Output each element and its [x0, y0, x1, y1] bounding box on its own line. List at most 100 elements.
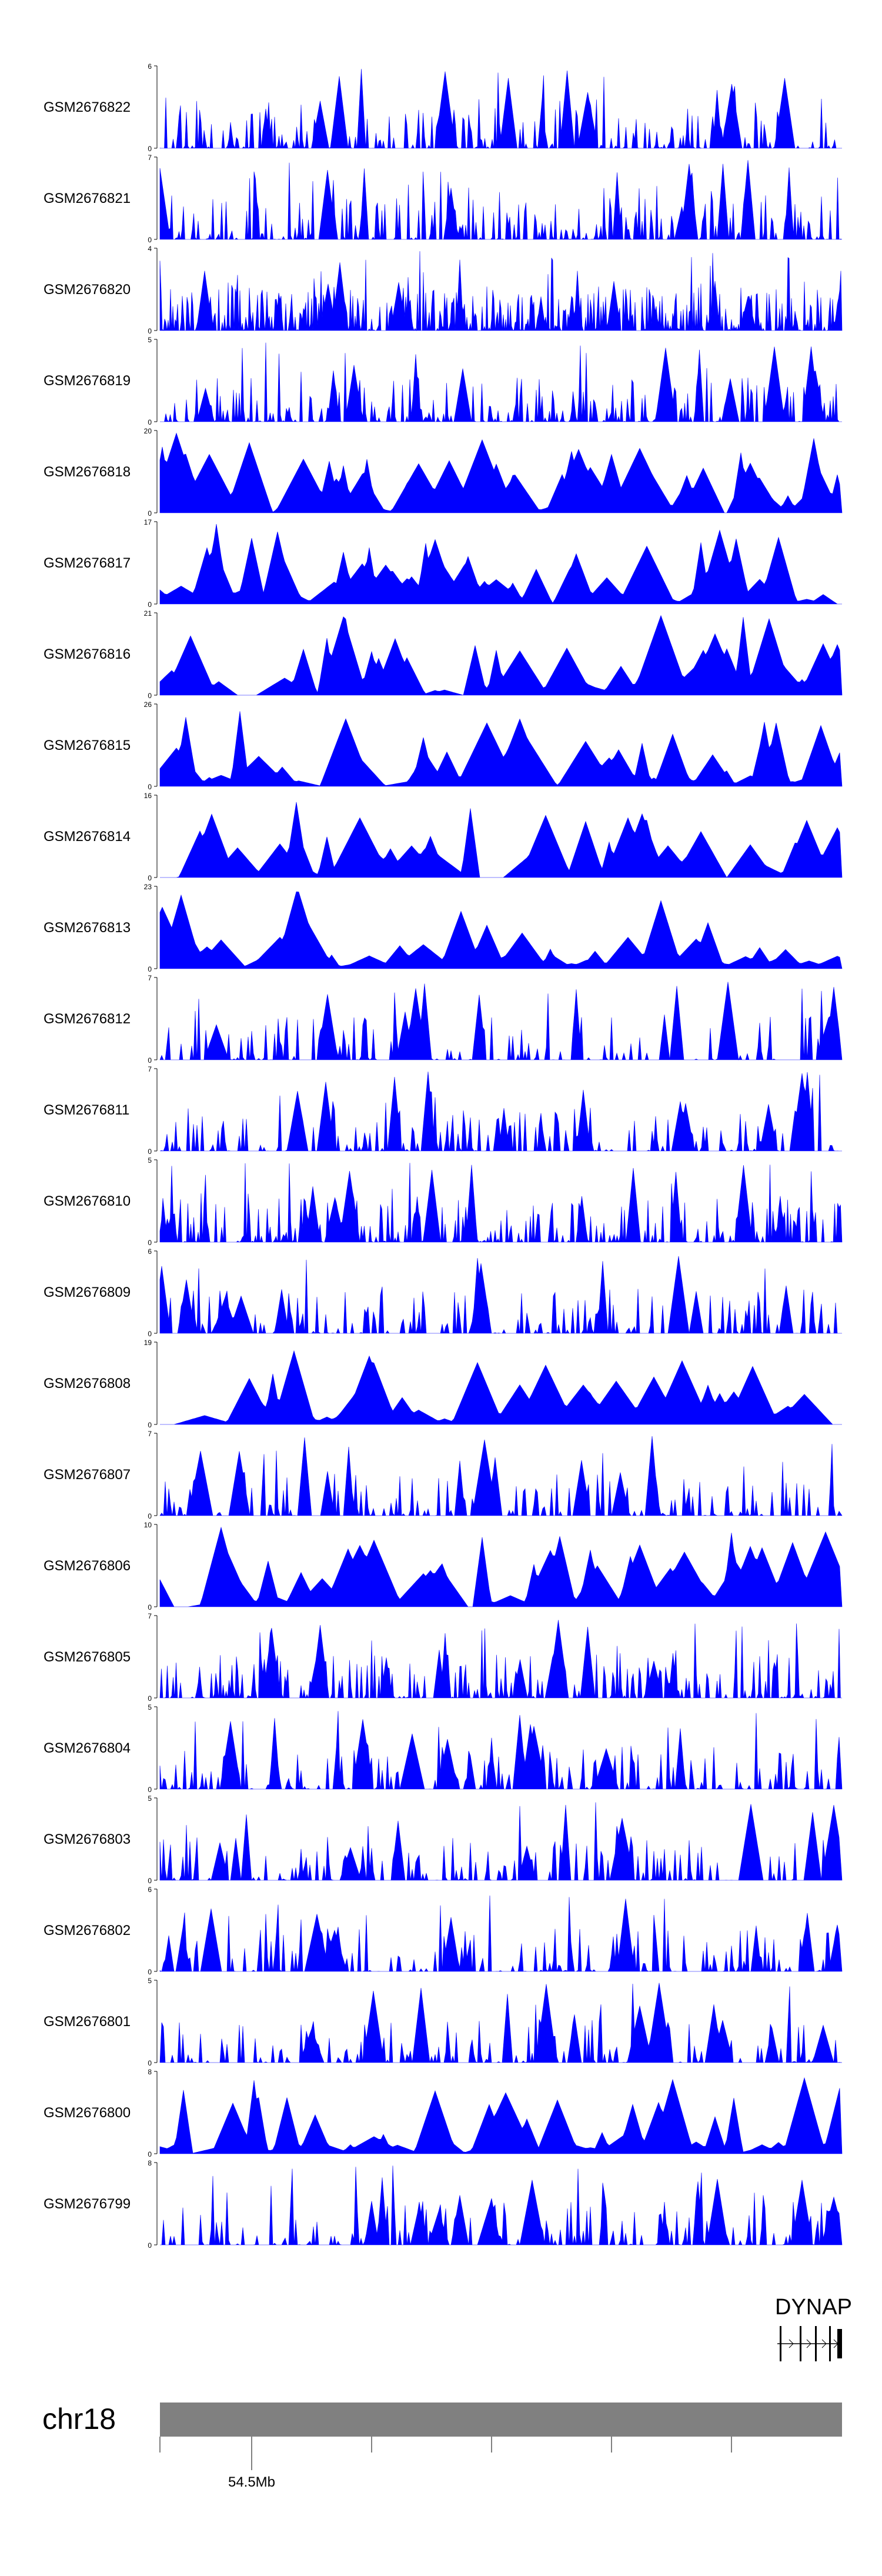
track-label: GSM2676815	[44, 738, 131, 753]
strand-arrow	[821, 2339, 827, 2348]
gene-exon	[837, 2329, 842, 2358]
track-GSM2676809: GSM2676809 6 0	[44, 1247, 842, 1338]
y-min-label: 0	[148, 145, 152, 153]
y-max-label: 7	[148, 154, 152, 162]
track-label: GSM2676819	[44, 373, 131, 389]
track-GSM2676817: GSM2676817 17 0	[44, 518, 842, 609]
y-min-label: 0	[148, 509, 152, 518]
y-max-label: 8	[148, 2159, 152, 2167]
y-min-label: 0	[148, 1694, 152, 1703]
coverage-signal	[159, 1163, 843, 1243]
gene-model	[777, 2326, 842, 2361]
track-GSM2676813: GSM2676813 23 0	[44, 883, 843, 973]
y-min-label: 0	[148, 2241, 152, 2250]
y-min-label: 0	[148, 1877, 152, 1885]
y-max-label: 23	[144, 883, 152, 891]
coverage-signal	[160, 802, 843, 878]
coverage-signal	[160, 342, 842, 423]
gene-exon	[815, 2326, 817, 2361]
track-GSM2676802: GSM2676802 6 0	[44, 1886, 843, 1976]
coverage-signal	[159, 1802, 843, 1881]
track-GSM2676816: GSM2676816 21 0	[44, 609, 843, 700]
track-GSM2676819: GSM2676819 5 0	[44, 336, 842, 426]
y-max-label: 21	[144, 609, 152, 618]
y-max-label: 17	[144, 518, 152, 526]
track-label: GSM2676807	[44, 1467, 131, 1483]
track-label: GSM2676799	[44, 2196, 131, 2212]
y-max-label: 8	[148, 2068, 152, 2076]
coverage-signal	[159, 432, 843, 513]
y-max-label: 7	[148, 1612, 152, 1620]
gene-exon	[829, 2326, 831, 2361]
y-min-label: 0	[148, 1056, 152, 1065]
y-min-label: 0	[148, 1786, 152, 1794]
y-max-label: 16	[144, 792, 152, 800]
y-min-label: 0	[148, 600, 152, 609]
track-label: GSM2676803	[44, 1831, 131, 1847]
coverage-signal	[159, 982, 843, 1061]
y-max-label: 5	[148, 1156, 152, 1164]
ruler-tick-label: 54.5Mb	[228, 2474, 275, 2490]
track-GSM2676803: GSM2676803 5 0	[44, 1794, 843, 1885]
coverage-signal	[159, 251, 843, 332]
gene-exon	[780, 2326, 781, 2361]
y-max-label: 19	[144, 1339, 152, 1347]
track-GSM2676814: GSM2676814 16 0	[44, 792, 843, 882]
y-max-label: 26	[144, 700, 152, 709]
y-min-label: 0	[148, 418, 152, 426]
y-min-label: 0	[148, 874, 152, 882]
y-max-label: 20	[144, 427, 152, 435]
track-GSM2676810: GSM2676810 5 0	[44, 1156, 843, 1247]
track-label: GSM2676812	[44, 1011, 131, 1027]
coverage-signal	[159, 1711, 843, 1790]
track-label: GSM2676822	[44, 99, 131, 115]
track-label: GSM2676804	[44, 1740, 131, 1756]
y-max-label: 7	[148, 1065, 152, 1073]
coverage-signal	[160, 1350, 842, 1425]
y-max-label: 7	[148, 974, 152, 982]
y-min-label: 0	[148, 236, 152, 244]
track-label: GSM2676813	[44, 920, 131, 936]
coverage-signal	[159, 1526, 843, 1607]
coverage-signal	[159, 1895, 843, 1973]
y-max-label: 5	[148, 336, 152, 344]
coverage-signal	[159, 1436, 843, 1517]
coverage-signal	[159, 615, 843, 696]
track-GSM2676805: GSM2676805 7 0	[44, 1612, 842, 1703]
y-min-label: 0	[148, 1147, 152, 1156]
track-label: GSM2676811	[44, 1102, 129, 1118]
y-max-label: 6	[148, 1886, 152, 1894]
y-max-label: 5	[148, 1794, 152, 1803]
track-label: GSM2676802	[44, 1923, 131, 1938]
track-GSM2676801: GSM2676801 5 0	[44, 1977, 843, 2067]
y-min-label: 0	[148, 2150, 152, 2158]
ruler	[159, 2437, 732, 2470]
coverage-signal	[159, 160, 843, 241]
track-label: GSM2676805	[44, 1649, 131, 1665]
coverage-signal	[159, 1983, 843, 2064]
gene-annotation-track: DYNAP	[775, 2295, 852, 2361]
coverage-signal	[159, 524, 842, 605]
track-label: GSM2676810	[44, 1193, 131, 1209]
y-max-label: 6	[148, 1247, 152, 1256]
track-label: GSM2676806	[44, 1558, 131, 1574]
gene-label: DYNAP	[775, 2295, 852, 2320]
y-max-label: 4	[148, 245, 152, 253]
coverage-signal	[159, 1256, 842, 1334]
track-label: GSM2676809	[44, 1284, 131, 1300]
y-min-label: 0	[148, 327, 152, 335]
track-label: GSM2676821	[44, 191, 131, 206]
track-GSM2676806: GSM2676806 10 0	[44, 1521, 843, 1611]
y-max-label: 10	[144, 1521, 152, 1529]
track-GSM2676807: GSM2676807 7 0	[44, 1430, 843, 1520]
track-GSM2676815: GSM2676815 26 0	[44, 700, 843, 791]
chromosome-track: chr18 54.5Mb	[42, 2403, 842, 2490]
coverage-signal	[159, 2165, 843, 2246]
track-GSM2676800: GSM2676800 8 0	[44, 2068, 843, 2158]
strand-arrow	[789, 2339, 794, 2348]
track-label: GSM2676816	[44, 646, 131, 662]
track-label: GSM2676808	[44, 1376, 131, 1392]
y-min-label: 0	[148, 1968, 152, 1976]
y-max-label: 5	[148, 1977, 152, 1985]
